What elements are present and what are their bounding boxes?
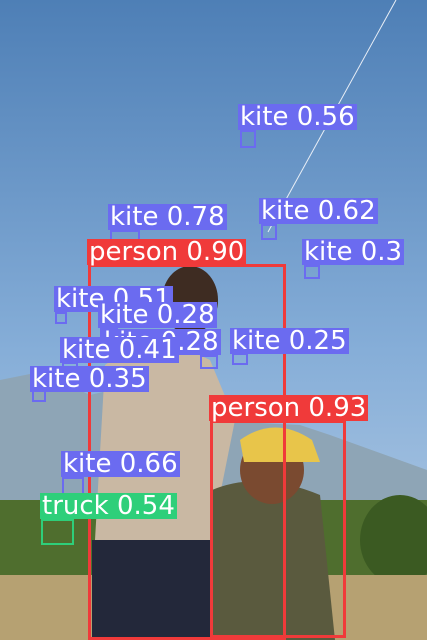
person-right-body <box>210 481 335 640</box>
label-kite: kite 0.28 <box>98 300 217 330</box>
label-kite: kite 0.25 <box>230 326 349 356</box>
bbox-kite <box>232 353 248 365</box>
label-truck: truck 0.54 <box>40 491 177 521</box>
label-person: person 0.90 <box>87 237 247 267</box>
person-left-jeans <box>92 540 210 640</box>
bbox-kite <box>261 224 277 240</box>
label-kite: kite 0.56 <box>238 102 357 132</box>
bbox-truck <box>41 519 74 545</box>
bbox-kite <box>304 265 320 279</box>
bbox-kite <box>55 312 67 324</box>
label-kite: kite 0.41 <box>60 335 179 365</box>
bbox-kite <box>200 355 218 369</box>
label-person: person 0.93 <box>209 393 369 423</box>
tree-right <box>360 495 427 585</box>
bbox-kite <box>240 130 256 148</box>
bbox-person <box>210 420 346 638</box>
person-right-cap <box>240 427 320 462</box>
label-kite: kite 0.78 <box>108 202 227 232</box>
label-kite: kite 0.3 <box>302 237 405 267</box>
label-kite: kite 0.35 <box>30 364 149 394</box>
label-kite: kite 0.62 <box>259 196 378 226</box>
label-kite: kite 0.66 <box>61 449 180 479</box>
